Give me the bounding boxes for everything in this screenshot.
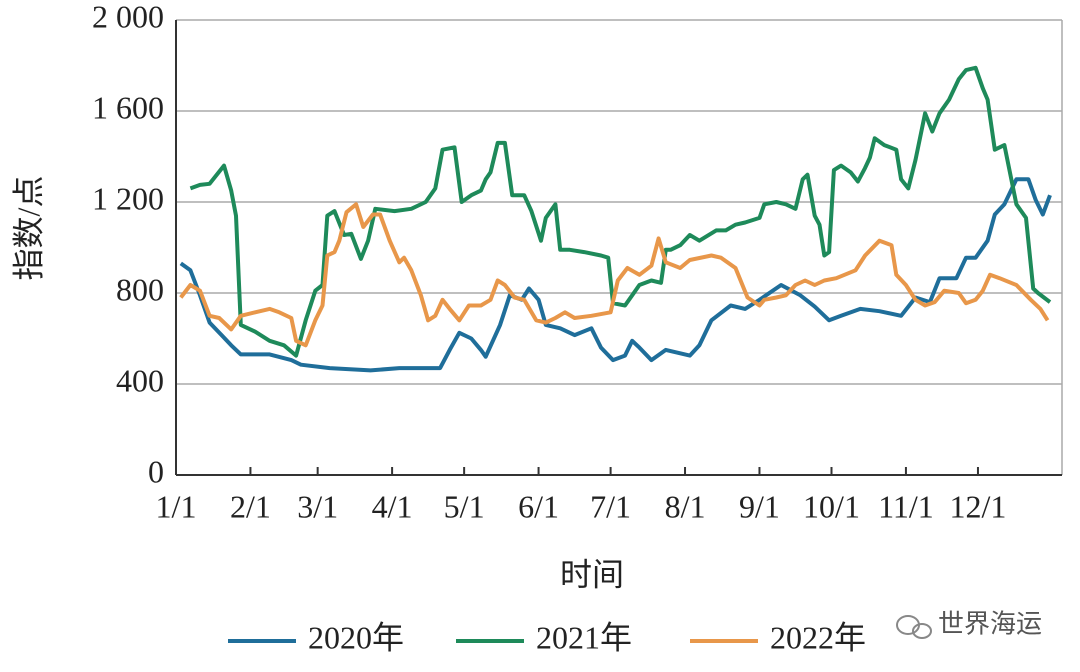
x-tick-label: 9/1 (739, 488, 780, 524)
series-line (179, 177, 1052, 373)
watermark-icon (896, 615, 932, 639)
series-line (179, 202, 1050, 348)
series-line (189, 65, 1052, 358)
x-tick-label: 3/1 (297, 488, 338, 524)
legend-label: 2020年 (308, 619, 404, 655)
y-tick-label: 2 000 (92, 0, 164, 34)
legend-label: 2021年 (536, 619, 632, 655)
y-axis-label: 指数/点 (10, 176, 46, 281)
y-tick-label: 400 (116, 362, 164, 398)
y-tick-label: 1 200 (92, 180, 164, 216)
x-tick-label: 4/1 (372, 488, 413, 524)
legend-label: 2022年 (770, 619, 866, 655)
y-tick-label: 800 (116, 271, 164, 307)
x-tick-label: 7/1 (590, 488, 631, 524)
x-tick-label: 2/1 (230, 488, 271, 524)
x-tick-label: 10/1 (803, 488, 860, 524)
x-tick-label: 12/1 (950, 488, 1007, 524)
x-tick-label: 6/1 (518, 488, 559, 524)
x-tick-label: 1/1 (156, 488, 197, 524)
x-tick-label: 5/1 (444, 488, 485, 524)
x-tick-label: 11/1 (878, 488, 934, 524)
y-tick-label: 0 (148, 453, 164, 489)
x-tick-label: 8/1 (665, 488, 706, 524)
y-tick-label: 1 600 (92, 89, 164, 125)
watermark: 世界海运 (938, 610, 1042, 640)
x-axis-label: 时间 (560, 556, 624, 592)
